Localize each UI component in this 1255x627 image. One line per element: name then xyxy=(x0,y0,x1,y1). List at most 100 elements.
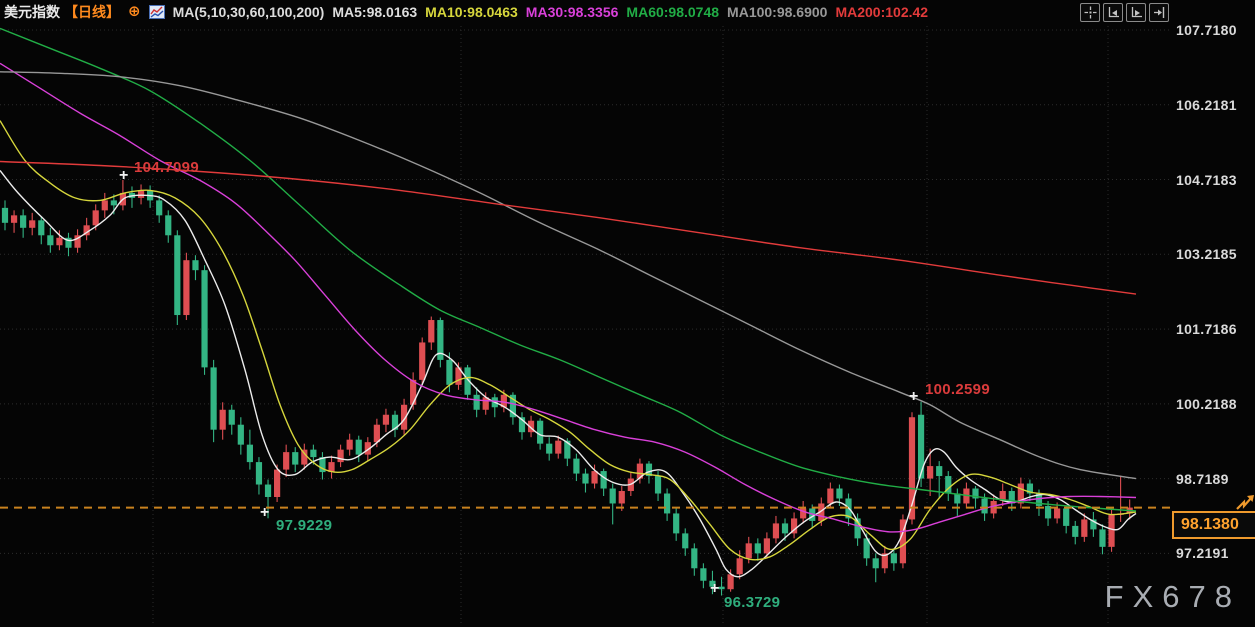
ma60-value: MA60:98.0748 xyxy=(626,4,720,20)
candle-body xyxy=(1108,514,1115,547)
candle-body xyxy=(555,440,562,454)
candle-body xyxy=(65,237,72,248)
last-price-badge: 98.1380 xyxy=(1172,511,1255,539)
candle-body xyxy=(1035,493,1043,506)
add-indicator-icon[interactable]: ⊕ xyxy=(128,3,141,20)
price-axis[interactable]: 107.7180 106.2181 104.7183 103.2185 101.7186… xyxy=(1176,0,1255,627)
watermark: FX678 xyxy=(1104,579,1241,614)
candle-body xyxy=(1044,505,1052,519)
candle-body xyxy=(673,513,680,534)
candle-body xyxy=(636,463,643,479)
candle-body xyxy=(274,469,281,497)
ma10-value: MA10:98.0463 xyxy=(425,4,518,20)
candle-body xyxy=(745,543,752,559)
candle-body xyxy=(972,488,979,499)
y-axis-label: 101.7186 xyxy=(1176,321,1237,338)
candle-body xyxy=(283,452,290,470)
candle-body xyxy=(999,491,1006,501)
candle-body xyxy=(428,320,435,343)
candle-body xyxy=(600,471,607,489)
candle-body xyxy=(165,215,172,236)
move-crosshair-icon[interactable] xyxy=(1080,3,1100,22)
candle-body xyxy=(709,580,716,587)
candle-body xyxy=(1026,483,1034,494)
candle-body xyxy=(56,237,63,246)
candle-body xyxy=(664,493,671,514)
candle-body xyxy=(364,442,371,455)
candle-body xyxy=(137,190,145,198)
ma200-value: MA200:102.42 xyxy=(835,4,929,20)
candle-body xyxy=(337,449,344,463)
candle-body xyxy=(800,508,807,519)
ma30-value: MA30:98.3356 xyxy=(525,4,619,20)
ma-line-MA60 xyxy=(0,27,1137,512)
candle-body xyxy=(899,519,907,564)
candle-body xyxy=(609,488,616,504)
candle-body xyxy=(83,225,90,236)
candle-body xyxy=(237,424,244,445)
candle-body xyxy=(700,568,707,581)
candle-body xyxy=(446,359,453,385)
candle-body xyxy=(10,215,18,223)
ma-indicator-label: MA(5,10,30,60,100,200) xyxy=(172,4,325,20)
candle-body xyxy=(827,488,834,504)
period-label: 【日线】 xyxy=(64,4,120,20)
candle-body xyxy=(400,404,408,430)
last-price-value: 98.1380 xyxy=(1181,516,1239,533)
y-axis-label: 98.7189 xyxy=(1176,470,1229,487)
candle-body xyxy=(772,523,780,539)
candle-body xyxy=(537,420,544,444)
candle-body xyxy=(754,543,761,554)
y-axis-label: 97.2191 xyxy=(1176,545,1229,562)
candle-body xyxy=(346,439,353,450)
candle-body xyxy=(301,449,308,465)
candle-body xyxy=(228,409,235,425)
candle-body xyxy=(1008,491,1015,504)
candle-body xyxy=(1090,519,1097,530)
candle-body xyxy=(219,409,226,430)
candle-body xyxy=(917,414,925,479)
candle-body xyxy=(509,394,517,418)
candle-body xyxy=(410,379,417,405)
candle-body xyxy=(863,538,870,559)
candle-body xyxy=(20,215,27,228)
candle-body xyxy=(482,397,489,410)
y-axis-label: 103.2185 xyxy=(1176,246,1237,263)
candle-body xyxy=(319,457,326,473)
ma-line-MA30 xyxy=(0,62,1137,533)
ma-line-MA200 xyxy=(0,160,1137,295)
pan-left-axis-icon[interactable] xyxy=(1103,3,1123,22)
ma-line-MA10 xyxy=(0,120,1137,561)
candle-body xyxy=(437,320,444,360)
candle-body xyxy=(582,473,589,484)
candle-body xyxy=(391,414,399,430)
candle-body xyxy=(881,553,888,569)
candle-body xyxy=(192,260,199,271)
ma-line-MA5 xyxy=(0,170,1137,578)
candle-body xyxy=(981,498,988,514)
candle-body xyxy=(945,476,952,494)
jump-to-latest-icon[interactable] xyxy=(1149,3,1169,22)
candle-body xyxy=(201,270,208,368)
candle-body xyxy=(927,466,934,479)
candle-body xyxy=(156,200,163,216)
candle-body xyxy=(310,449,317,458)
y-axis-label: 104.7183 xyxy=(1176,171,1237,188)
pan-forward-axis-icon[interactable] xyxy=(1126,3,1146,22)
candle-body xyxy=(654,476,662,494)
y-axis-label: 106.2181 xyxy=(1176,96,1237,113)
swing-high-label: 104.7099 xyxy=(134,159,199,176)
candle-body xyxy=(382,414,390,425)
candle-body xyxy=(781,523,789,534)
candle-body xyxy=(1099,529,1106,547)
indicator-settings-icon[interactable] xyxy=(148,5,165,19)
candle-body xyxy=(890,553,897,564)
candle-body xyxy=(101,200,108,211)
candle-body xyxy=(527,420,535,433)
ma-line-MA100 xyxy=(0,71,1137,480)
candle-body xyxy=(763,538,770,554)
candle-body xyxy=(183,260,190,316)
candle-body xyxy=(473,394,480,410)
